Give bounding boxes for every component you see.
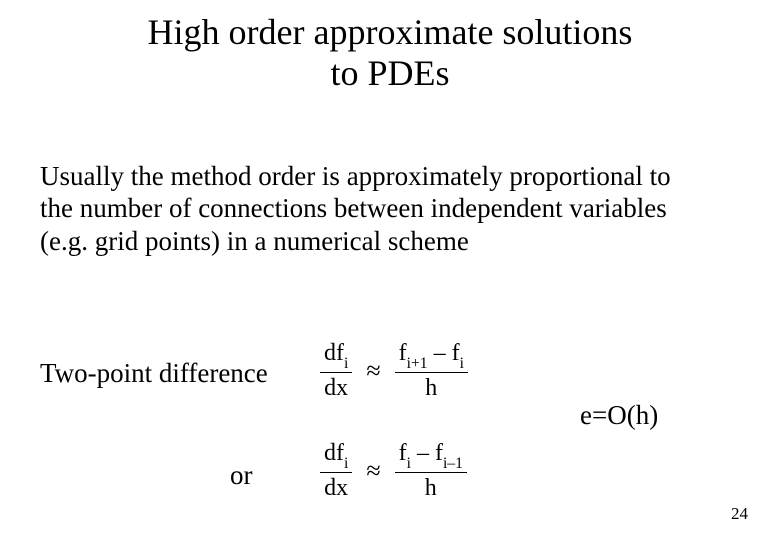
eq1-rhs-b: f: [452, 340, 460, 366]
slide-title: High order approximate solutions to PDEs: [0, 12, 780, 95]
eq1-minus: –: [428, 340, 452, 366]
eq1-lhs-den: dx: [320, 373, 352, 401]
eq1-rhs-den: h: [395, 373, 468, 401]
error-term: e=O(h): [580, 400, 658, 431]
title-line-2: to PDEs: [330, 53, 449, 93]
approx-icon: ≈: [358, 356, 388, 386]
title-line-1: High order approximate solutions: [148, 12, 633, 52]
equation-forward-difference: dfi dx ≈ fi+1 – fi h: [320, 340, 468, 401]
eq1-rhs: fi+1 – fi h: [395, 340, 468, 401]
eq1-lhs: dfi dx: [320, 340, 352, 401]
approx-icon: ≈: [358, 456, 388, 486]
eq2-minus: –: [411, 440, 435, 466]
equation-backward-difference: dfi dx ≈ fi – fi–1 h: [320, 440, 467, 501]
eq1-lhs-sub: i: [344, 355, 348, 372]
eq1-rhs-a-sub: i+1: [407, 355, 428, 372]
eq1-rhs-a: f: [399, 340, 407, 366]
eq1-lhs-num: df: [324, 340, 344, 366]
eq2-rhs-den: h: [395, 473, 467, 501]
slide: High order approximate solutions to PDEs…: [0, 0, 780, 540]
body-paragraph: Usually the method order is approximatel…: [40, 160, 700, 257]
two-point-label: Two-point difference: [40, 358, 268, 389]
eq2-rhs-b-sub: i–1: [443, 455, 463, 472]
eq2-rhs: fi – fi–1 h: [395, 440, 467, 501]
eq2-rhs-a: f: [399, 440, 407, 466]
eq2-lhs-den: dx: [320, 473, 352, 501]
eq1-rhs-b-sub: i: [460, 355, 464, 372]
page-number: 24: [731, 504, 748, 524]
or-label: or: [230, 460, 253, 491]
eq2-rhs-a-sub: i: [407, 455, 411, 472]
eq2-rhs-b: f: [435, 440, 443, 466]
eq2-lhs-num: df: [324, 440, 344, 466]
eq2-lhs-sub: i: [344, 455, 348, 472]
eq2-lhs: dfi dx: [320, 440, 352, 501]
